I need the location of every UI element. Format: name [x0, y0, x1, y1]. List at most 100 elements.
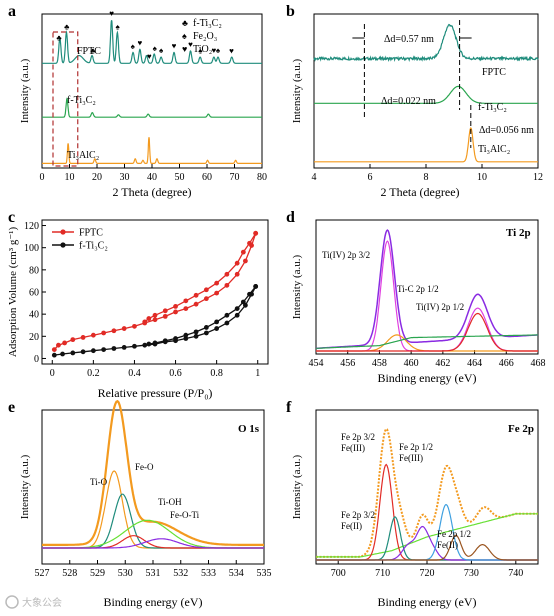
series-label: FPTC — [77, 46, 101, 57]
watermark: 大象公会 — [5, 595, 62, 609]
phase-marker: ♠ — [153, 44, 158, 53]
peak-label: Fe-O-Ti — [170, 510, 200, 520]
isotherm-point — [152, 312, 158, 318]
isotherm-point — [193, 301, 199, 307]
isotherm-point — [203, 287, 209, 293]
panel-b-axis-xtick-label: 10 — [477, 172, 487, 183]
panel-letter: d — [286, 209, 295, 226]
panel-e-axis-xtick-label: 535 — [257, 568, 272, 579]
panel-e-axis-xtick-label: 534 — [229, 568, 244, 579]
xps-ti-line — [316, 312, 538, 352]
isotherm-point — [56, 342, 61, 348]
panel-e-axis-xtick-label: 530 — [118, 568, 133, 579]
legend-label: f-Ti₃C₂ — [79, 241, 108, 252]
panel-d-axis-frame — [315, 219, 539, 355]
panel-c-axis-ytick-label: 0 — [34, 354, 39, 365]
legend-marker — [60, 242, 66, 248]
phase-marker: ♥ — [212, 46, 217, 55]
legend-label: Fe₂O₃ — [193, 31, 217, 42]
panel-letter: a — [8, 3, 16, 20]
panel-f-axis-xtick-label: 730 — [464, 568, 479, 579]
isotherm-point — [62, 340, 67, 346]
panel-d: d 454 456 458 460 462 464 466 468 Ti 2p Ti(IV) 2p … — [286, 209, 546, 385]
isotherm-point — [243, 258, 248, 264]
isotherm-point — [101, 347, 107, 352]
isotherm-point — [203, 296, 209, 302]
isotherm-point — [111, 328, 117, 334]
panel-f-axis-xtick-label: 710 — [375, 568, 390, 579]
panel-title: Ti 2p — [506, 227, 531, 239]
panel-a-axis-xtick-label: 0 — [40, 172, 45, 183]
isotherm-point — [162, 313, 168, 319]
panel-c-axis-ytick-label: 60 — [29, 288, 39, 299]
peak-label: Fe(II) — [341, 521, 362, 531]
isotherm-point — [247, 291, 252, 297]
peak-label: Ti-C 2p 1/2 — [397, 284, 439, 294]
isotherm-point — [90, 332, 96, 338]
isotherm-point — [121, 326, 127, 331]
isotherm-point — [162, 338, 168, 344]
isotherm-point — [203, 330, 209, 336]
xps-fe-line — [316, 534, 538, 561]
panel-e-axis-xtick-label: 527 — [35, 568, 50, 579]
isotherm-point — [214, 290, 220, 296]
isotherm-point — [224, 320, 230, 326]
xps-o-line — [42, 470, 264, 549]
panel-a-axis-xtick-label: 80 — [257, 172, 267, 183]
xps-o-line — [42, 535, 264, 549]
xrd-series-line — [42, 97, 262, 118]
isotherm-point — [193, 333, 199, 339]
phase-marker: ♥ — [138, 38, 143, 47]
panel-c-axis-xtick-label: 0.2 — [87, 368, 100, 379]
panel-d-axis-xtick-label: 466 — [499, 358, 514, 369]
isotherm-point — [51, 352, 57, 358]
panel-d-axis-xtick-label: 454 — [309, 358, 324, 369]
phase-marker: ♥ — [188, 40, 193, 49]
isotherm-point — [162, 308, 168, 314]
highlight-box — [52, 31, 79, 167]
isotherm-point — [132, 343, 137, 349]
peak-label: Fe(II) — [437, 540, 458, 550]
isotherm-point — [142, 319, 148, 325]
peak-label: Fe 2p 3/2 — [341, 510, 375, 520]
panel-f-axis-xtick-label: 720 — [420, 568, 435, 579]
panel-c-axis-ytick-label: 120 — [24, 221, 39, 232]
x-axis-label: Binding energy (eV) — [103, 595, 202, 609]
isotherm-point — [111, 346, 117, 351]
panel-e-axis-xtick-label: 528 — [62, 568, 77, 579]
panel-e-axis-xtick-label: 529 — [90, 568, 105, 579]
isotherm-point — [80, 349, 86, 355]
y-axis-label: Intensity (a.u.) — [291, 454, 303, 519]
x-axis-label: Binding energy (eV) — [377, 371, 476, 385]
isotherm-point — [173, 309, 178, 315]
y-axis-label: Intensity (a.u.) — [291, 58, 303, 123]
watermark-text: 大象公会 — [22, 596, 62, 609]
panel-c-axis-xtick-label: 0.8 — [210, 368, 223, 379]
isotherm-line — [54, 286, 257, 356]
y-axis-label: Intensity (a.u.) — [291, 254, 303, 319]
peak-label: Fe-O — [135, 462, 154, 472]
panel-e: e 527 528 529 530 531 532 533 534 535 O 1s Ti-O Fe-O… — [8, 399, 272, 609]
xrd-zoom-line — [314, 126, 538, 163]
panel-c: c 0 0.2 0.4 0.6 0.8 1 0 20 40 60 80 100 120 FPTC f-Ti₃C… — [7, 209, 269, 400]
series-label: f-Ti₃C₂ — [67, 95, 96, 106]
panel-c-axis-xtick-label: 0.6 — [169, 368, 182, 379]
isotherm-point — [146, 341, 152, 347]
panel-a-axis-xtick-label: 30 — [120, 172, 130, 183]
y-axis-label: Adsorption Volume (cm³ g⁻¹) — [7, 227, 19, 358]
peak-label: Fe 2p 3/2 — [341, 432, 375, 442]
isotherm-point — [183, 332, 189, 338]
isotherm-point — [152, 317, 158, 323]
legend-symbol: ♥ — [182, 44, 187, 54]
panel-c-axis-ytick-label: 100 — [24, 243, 39, 254]
xps-o-line — [42, 399, 264, 546]
isotherm-point — [193, 292, 199, 298]
panel-a-axis-xtick-label: 10 — [65, 172, 75, 183]
xps-fe-line — [316, 525, 538, 561]
panel-d-axis-xtick-label: 460 — [404, 358, 419, 369]
peak-label: Fe(III) — [341, 443, 365, 453]
phase-marker: ♥ — [109, 9, 114, 18]
panel-d-axis-xtick-label: 468 — [531, 358, 546, 369]
isotherm-point — [193, 329, 199, 335]
